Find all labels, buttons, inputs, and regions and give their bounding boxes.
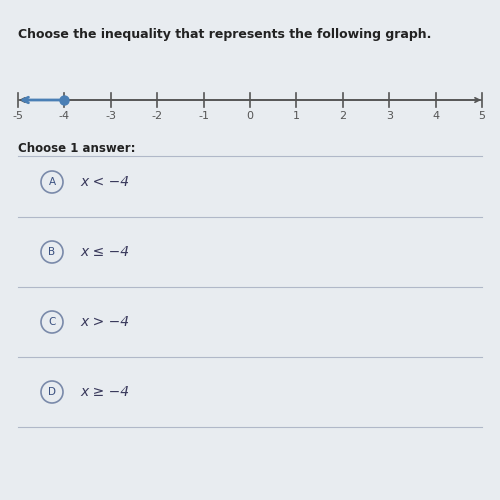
Text: 2: 2 <box>339 111 346 121</box>
Text: -1: -1 <box>198 111 209 121</box>
Text: 4: 4 <box>432 111 439 121</box>
Text: 3: 3 <box>386 111 392 121</box>
Text: 0: 0 <box>246 111 254 121</box>
Text: -4: -4 <box>59 111 70 121</box>
Text: C: C <box>48 317 56 327</box>
Text: A: A <box>48 177 56 187</box>
Text: -5: -5 <box>12 111 24 121</box>
Text: Choose 1 answer:: Choose 1 answer: <box>18 142 136 155</box>
Text: x ≤ −4: x ≤ −4 <box>80 245 129 259</box>
Text: x > −4: x > −4 <box>80 315 129 329</box>
Text: -2: -2 <box>152 111 163 121</box>
Text: Choose the inequality that represents the following graph.: Choose the inequality that represents th… <box>18 28 432 41</box>
Text: D: D <box>48 387 56 397</box>
Text: B: B <box>48 247 56 257</box>
Text: 5: 5 <box>478 111 486 121</box>
Text: x < −4: x < −4 <box>80 175 129 189</box>
Text: -3: -3 <box>106 111 117 121</box>
Text: 1: 1 <box>293 111 300 121</box>
Text: x ≥ −4: x ≥ −4 <box>80 385 129 399</box>
